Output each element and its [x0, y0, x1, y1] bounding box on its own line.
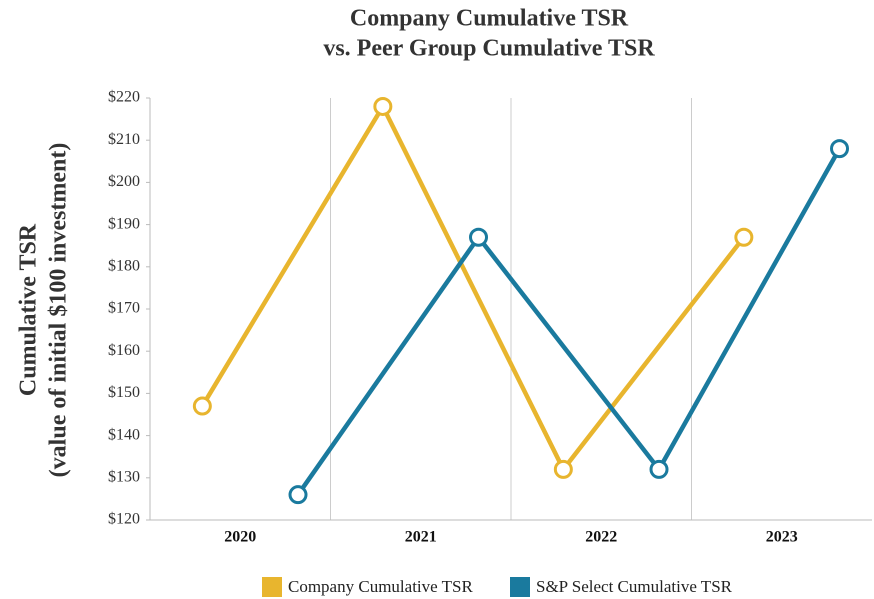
- x-tick-label: 2023: [766, 529, 798, 546]
- y-tick-label: $120: [108, 511, 140, 528]
- point-marker: [373, 96, 393, 116]
- point-marker: [469, 227, 489, 247]
- y-tick-label: $180: [108, 257, 140, 274]
- legend-swatch: [262, 577, 282, 597]
- legend-label: S&P Select Cumulative TSR: [536, 577, 733, 596]
- point-marker: [649, 459, 669, 479]
- y-axis-title-line: (value of initial $100 investment): [46, 143, 72, 478]
- point-marker: [734, 227, 754, 247]
- legend-label: Company Cumulative TSR: [288, 577, 473, 596]
- y-tick-label: $200: [108, 173, 140, 190]
- y-tick-label: $170: [108, 300, 140, 317]
- chart-subtitle: vs. Peer Group Cumulative TSR: [323, 36, 655, 62]
- x-tick-label: 2022: [585, 529, 617, 546]
- y-tick-label: $190: [108, 215, 140, 232]
- series-line: [296, 147, 842, 496]
- y-axis-title-line: Cumulative TSR: [16, 223, 42, 396]
- y-tick-label: $160: [108, 342, 140, 359]
- y-tick-label: $140: [108, 426, 140, 443]
- y-tick-label: $210: [108, 131, 140, 148]
- y-tick-label: $150: [108, 384, 140, 401]
- y-tick-label: $220: [108, 89, 140, 106]
- point-marker: [553, 459, 573, 479]
- x-tick-label: 2021: [405, 529, 437, 546]
- point-marker: [192, 396, 212, 416]
- x-tick-label: 2020: [224, 529, 256, 546]
- legend-swatch: [510, 577, 530, 597]
- y-axis-title: Cumulative TSR (value of initial $100 in…: [16, 143, 72, 478]
- point-marker: [288, 485, 308, 505]
- series-line: [200, 104, 746, 472]
- y-tick-label: $130: [108, 468, 140, 485]
- point-marker: [830, 139, 850, 159]
- chart-title: Company Cumulative TSR: [350, 6, 629, 32]
